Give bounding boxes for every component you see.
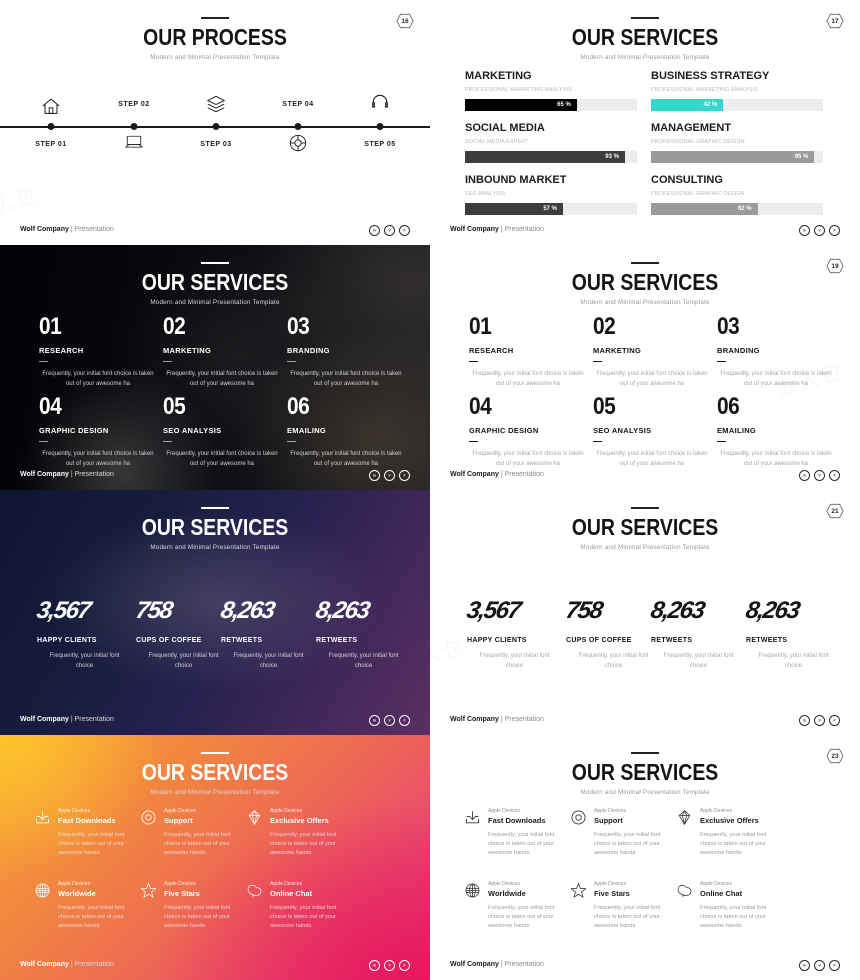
svg-text:in: in [373,719,376,723]
svg-text:V: V [818,474,821,478]
svg-text:F: F [834,719,837,723]
svg-text:V: V [388,229,391,233]
svg-text:F: F [834,229,837,233]
svg-text:V: V [818,964,821,968]
svg-text:in: in [803,719,806,723]
svg-text:V: V [388,474,391,478]
svg-text:F: F [404,964,407,968]
svg-text:V: V [388,719,391,723]
svg-text:F: F [404,229,407,233]
svg-text:F: F [834,964,837,968]
svg-text:F: F [834,474,837,478]
svg-text:in: in [803,229,806,233]
svg-text:in: in [803,964,806,968]
svg-text:V: V [818,229,821,233]
svg-text:in: in [803,474,806,478]
svg-text:in: in [373,229,376,233]
svg-text:F: F [404,474,407,478]
svg-text:in: in [373,474,376,478]
svg-text:F: F [404,719,407,723]
svg-text:in: in [373,964,376,968]
svg-text:V: V [388,964,391,968]
svg-text:V: V [818,719,821,723]
